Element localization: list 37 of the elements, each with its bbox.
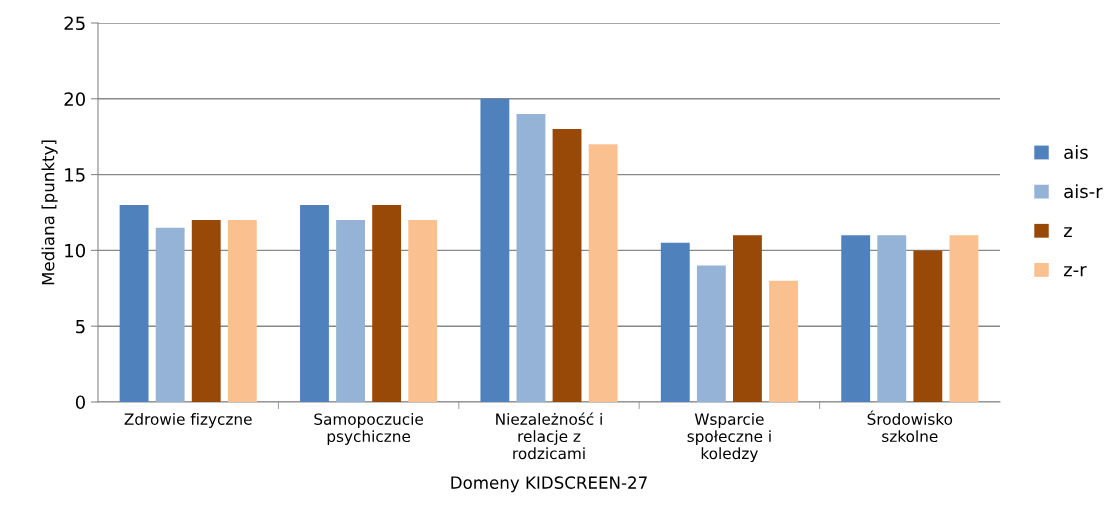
bar: [877, 235, 907, 402]
bar: [949, 235, 979, 402]
bar: [552, 129, 582, 402]
legend-label: ais: [1064, 145, 1088, 160]
bar: [336, 220, 365, 402]
y-tick-label: 10: [65, 243, 85, 258]
y-tick-label: 5: [76, 319, 85, 334]
bar: [733, 235, 762, 402]
y-tick-label: 15: [65, 168, 85, 182]
y-tick-label: 20: [64, 92, 85, 106]
bar: [588, 144, 618, 402]
bar: [696, 265, 726, 402]
y-tick-label: 0: [75, 395, 85, 410]
bar: [119, 204, 149, 402]
x-axis-title: Domeny KIDSCREEN-27: [451, 476, 647, 493]
bar: [841, 235, 871, 402]
bar: [480, 98, 510, 402]
bar: [191, 220, 221, 402]
bar: [372, 204, 402, 402]
x-tick-label: Wsparcie społeczne i koledzy: [687, 413, 771, 463]
x-tick-label: Niezależność i relacje z rodzicami: [496, 412, 602, 460]
bar: [660, 242, 690, 402]
x-tick-label: Zdrowie fizyczne: [124, 413, 252, 428]
bar: [769, 280, 798, 402]
bar: [227, 220, 257, 402]
legend-label: z: [1063, 227, 1072, 238]
bar: [516, 113, 546, 402]
x-tick-label: Środowisko szkolne: [867, 410, 953, 443]
bar: [300, 204, 329, 402]
bar: [408, 220, 438, 402]
legend-label: z-r: [1063, 266, 1087, 277]
y-tick-label: 25: [64, 16, 85, 31]
y-axis-title: Mediana [punkty]: [41, 140, 58, 285]
bar: [913, 250, 943, 402]
x-tick-label: Samopoczucie psychiczne: [314, 413, 424, 445]
bar: [155, 227, 185, 402]
legend-label: ais-r: [1064, 184, 1103, 199]
